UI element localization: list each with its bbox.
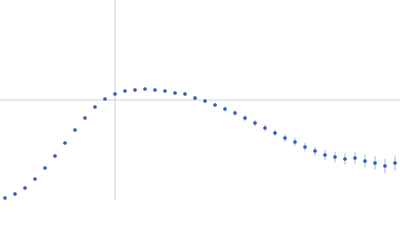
point [33,177,37,181]
point [253,121,257,125]
point [133,88,137,92]
point [273,131,277,135]
point [13,192,17,196]
point [213,103,217,107]
point [193,96,197,100]
point [293,140,297,144]
point [393,161,397,165]
point [183,92,187,96]
point [43,166,47,170]
point [243,116,247,120]
point [313,149,317,153]
point [333,155,337,159]
point [153,88,157,92]
point [383,164,387,168]
point [203,99,207,103]
point [323,153,327,157]
point [283,136,287,140]
point [63,141,67,145]
point [23,186,27,190]
point [223,107,227,111]
point [163,89,167,93]
point [373,161,377,165]
point [73,128,77,132]
point [233,111,237,115]
point [263,126,267,130]
point [353,156,357,160]
point [343,157,347,161]
point [113,92,117,96]
point [93,105,97,109]
point [173,91,177,95]
point [363,159,367,163]
point [53,154,57,158]
point [3,196,7,200]
point [303,145,307,149]
point [123,89,127,93]
point [103,97,107,101]
point [83,116,87,120]
point [143,87,147,91]
chart [0,0,400,200]
